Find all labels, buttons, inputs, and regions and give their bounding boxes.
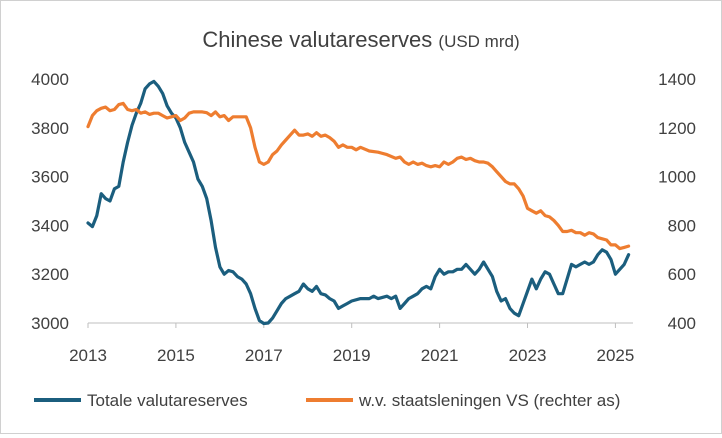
series-layer: [86, 79, 631, 326]
x-tick-label: 2015: [157, 346, 195, 365]
y-right-tick-label: 600: [668, 265, 696, 284]
x-tick-label: 2017: [245, 346, 283, 365]
series-line-us-treasuries: [86, 101, 631, 251]
legend-label: w.v. staatsleningen VS (rechter as): [358, 391, 620, 410]
y-left-tick-label: 4000: [31, 70, 69, 89]
chart-title-unit: (USD mrd): [438, 32, 519, 51]
y-right-tick-label: 800: [668, 216, 696, 235]
legend-label: Totale valutareserves: [87, 391, 248, 410]
x-tick-label: 2019: [333, 346, 371, 365]
x-tick-label: 2023: [509, 346, 547, 365]
chart-title: Chinese valutareserves (USD mrd): [202, 27, 519, 52]
x-tick-label: 2013: [69, 346, 107, 365]
y-left-tick-label: 3600: [31, 168, 69, 187]
y-left-tick-label: 3800: [31, 119, 69, 138]
y-right-tick-label: 1200: [658, 119, 696, 138]
y-left-tick-label: 3200: [31, 265, 69, 284]
x-tick-label: 2021: [421, 346, 459, 365]
legend: Totale valutareserves w.v. staatsleningen…: [34, 391, 620, 410]
chart-title-main: Chinese valutareserves: [202, 27, 432, 52]
y-right-tick-label: 400: [668, 314, 696, 333]
y-right-tick-label: 1400: [658, 70, 696, 89]
x-tick-label: 2025: [597, 346, 635, 365]
y-left-tick-label: 3000: [31, 314, 69, 333]
series-line-total-reserves: [86, 79, 631, 326]
y-left-tick-label: 3400: [31, 216, 69, 235]
axes: 2013 2015 2017 2019 2021 2023 2025 3000 3200 3400…: [31, 70, 696, 365]
y-right-tick-label: 1000: [658, 168, 696, 187]
